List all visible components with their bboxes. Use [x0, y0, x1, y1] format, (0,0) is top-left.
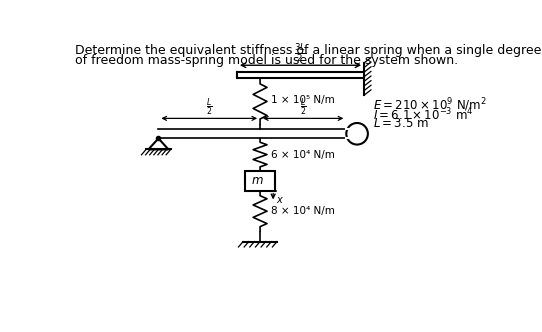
Text: $x$: $x$	[276, 195, 285, 205]
Text: 8 × 10⁴ N/m: 8 × 10⁴ N/m	[271, 206, 335, 216]
Text: $\frac{L}{2}$: $\frac{L}{2}$	[300, 96, 307, 118]
Text: $m$: $m$	[251, 174, 263, 187]
Text: $E = 210 \times 10^9$ N/m$^2$: $E = 210 \times 10^9$ N/m$^2$	[373, 97, 487, 115]
Bar	[246, 171, 275, 191]
Text: $\frac{L}{2}$: $\frac{L}{2}$	[206, 96, 212, 118]
Text: 1 × 10⁵ N/m: 1 × 10⁵ N/m	[271, 95, 334, 105]
Text: Determine the equivalent stiffness of a linear spring when a single degree: Determine the equivalent stiffness of a …	[75, 44, 541, 57]
Text: $L = 3.5$ m: $L = 3.5$ m	[373, 117, 429, 130]
Text: of freedom mass-spring model is used for the system shown.: of freedom mass-spring model is used for…	[75, 54, 459, 67]
Circle shape	[346, 123, 368, 144]
Text: $I = 6.1 \times 10^{-3}$ m$^4$: $I = 6.1 \times 10^{-3}$ m$^4$	[373, 107, 474, 124]
Text: 6 × 10⁴ N/m: 6 × 10⁴ N/m	[271, 150, 335, 160]
Text: $\frac{3L}{2}$: $\frac{3L}{2}$	[294, 42, 307, 64]
